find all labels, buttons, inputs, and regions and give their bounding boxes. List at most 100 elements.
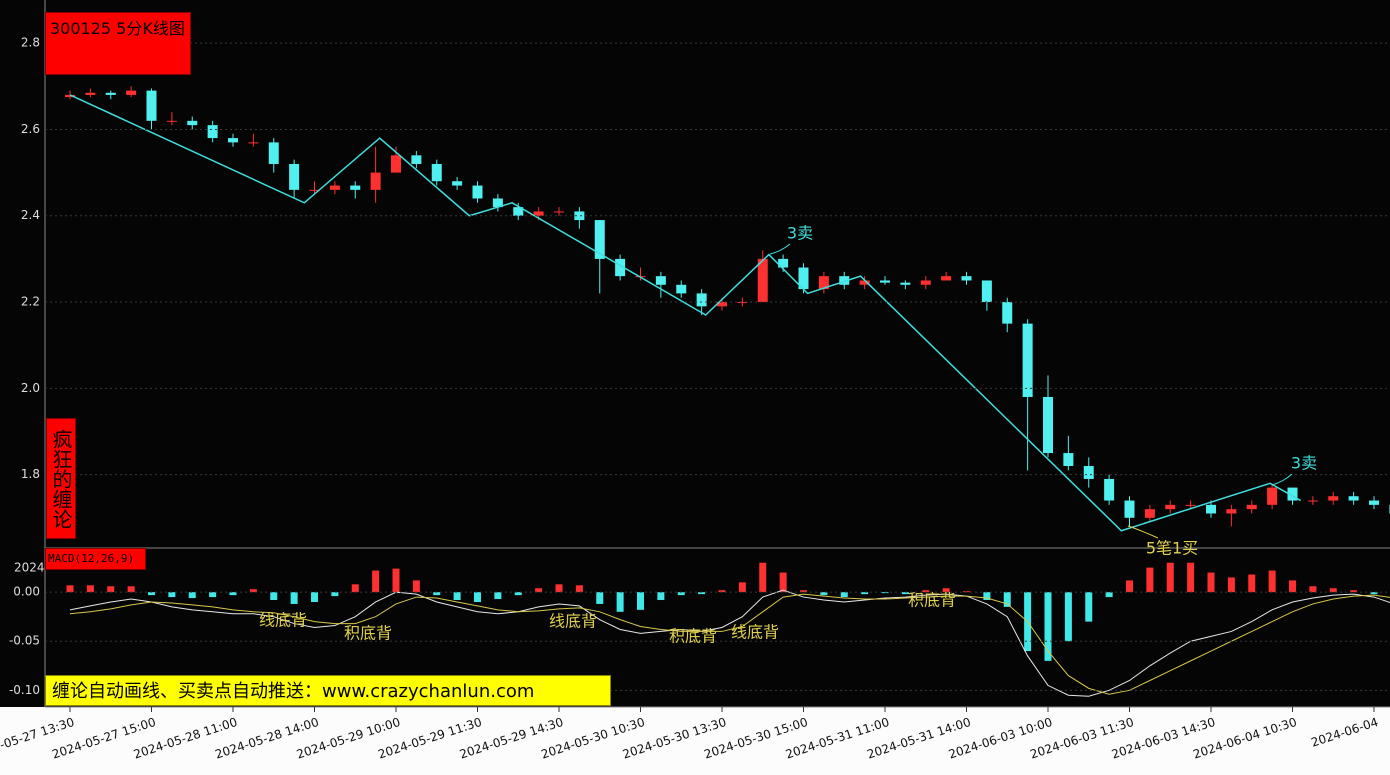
macd-bar	[270, 592, 278, 601]
macd-bar	[229, 592, 237, 596]
candle-body	[554, 211, 564, 213]
candle-body	[166, 120, 177, 122]
axis-strip	[0, 707, 1390, 775]
candle-body	[880, 280, 890, 283]
macd-bar	[351, 584, 359, 593]
macd-bar	[800, 590, 807, 593]
divergence-label: 线底背	[259, 611, 307, 630]
candle-body	[1165, 504, 1176, 510]
candle-body	[411, 155, 422, 164]
side-label: 疯狂的缠论	[46, 418, 76, 539]
candle-body	[391, 155, 401, 173]
candle-body	[1063, 453, 1074, 467]
candle-body	[1348, 496, 1359, 501]
macd-bar	[148, 592, 155, 596]
y-tick-label: -0.10	[9, 683, 40, 697]
macd-bar	[372, 570, 380, 593]
signal-label: 5笔1买	[1146, 539, 1198, 558]
candle-body	[513, 207, 524, 216]
candle-body	[798, 267, 809, 290]
macd-bar	[1309, 586, 1317, 593]
macd-bar	[514, 592, 522, 596]
macd-bar	[249, 589, 257, 593]
y-tick-label: 0.00	[13, 585, 40, 599]
macd-bar	[535, 588, 543, 593]
candle-body	[941, 276, 952, 281]
divergence-label: 线底背	[549, 612, 597, 631]
macd-bar	[1329, 588, 1337, 593]
macd-bar	[474, 592, 481, 602]
y-tick-label: 1.8	[21, 467, 40, 481]
macd-bar	[1003, 592, 1011, 607]
y-tick-label: 2.0	[21, 381, 40, 395]
macd-bar	[1085, 592, 1093, 622]
stroke-line	[69, 94, 1302, 532]
plot-area	[65, 86, 1390, 697]
macd-line	[69, 593, 1390, 695]
macd-bar	[127, 586, 135, 593]
candle-body	[85, 92, 96, 95]
macd-bar	[942, 588, 950, 593]
candle-body	[757, 258, 768, 303]
candle-body	[228, 138, 238, 143]
candle-body	[207, 125, 218, 139]
macd-bar	[1166, 562, 1174, 593]
candle-body	[1185, 504, 1196, 506]
candle-body	[1328, 496, 1339, 501]
candle-body	[1124, 500, 1135, 518]
macd-bar	[1146, 567, 1154, 593]
macd-bar	[820, 592, 828, 596]
candle-body	[370, 172, 381, 190]
candle-body	[65, 94, 75, 98]
signal-label: 3卖	[787, 224, 813, 243]
macd-bar	[188, 592, 196, 599]
macd-bar	[596, 592, 604, 604]
candle-body	[574, 211, 585, 221]
y-tick-label: 2.6	[21, 122, 40, 136]
macd-bar	[392, 568, 400, 593]
macd-bar	[1105, 592, 1113, 598]
macd-bar	[983, 592, 991, 601]
candle-body	[1206, 504, 1216, 514]
macd-bar	[290, 592, 298, 604]
divergence-label: 线底背	[731, 623, 779, 642]
macd-bar	[718, 590, 726, 593]
macd-bar	[1268, 570, 1276, 593]
macd-bar	[1044, 592, 1052, 661]
divergence-label: 积底背	[669, 627, 717, 646]
candle-body	[187, 120, 198, 126]
candle-body	[1083, 466, 1094, 479]
candle-body	[696, 293, 707, 307]
macd-bar	[1207, 572, 1215, 593]
macd-bar	[1126, 580, 1133, 593]
macd-bar	[412, 580, 420, 593]
candle-body	[329, 185, 340, 190]
macd-bar	[1248, 574, 1256, 593]
candle-body	[146, 90, 157, 121]
macd-bar	[759, 562, 767, 593]
y-tick-label: 2.2	[21, 295, 40, 309]
divergence-label: 积底背	[344, 624, 392, 643]
macd-bar	[66, 585, 74, 593]
candle-body	[676, 284, 687, 294]
candle-body	[1144, 509, 1155, 518]
candle-body	[737, 302, 748, 304]
macd-bar	[1064, 592, 1072, 642]
candle-body	[248, 142, 259, 144]
macd-bar	[779, 572, 787, 593]
y-tick-label: -0.05	[9, 634, 40, 648]
candle-body	[268, 142, 279, 164]
candle-body	[818, 276, 829, 290]
macd-bar	[657, 592, 665, 601]
divergence-label: 积底背	[908, 591, 956, 610]
macd-bar	[1370, 592, 1378, 595]
candle-body	[1226, 509, 1237, 514]
candle-body	[1002, 302, 1013, 324]
candle-body	[615, 258, 626, 277]
macd-bar	[575, 585, 583, 593]
macd-bar	[922, 590, 930, 593]
candle-body	[452, 181, 463, 186]
candle-body	[981, 280, 992, 303]
macd-corner-label: 2024-	[14, 561, 49, 575]
